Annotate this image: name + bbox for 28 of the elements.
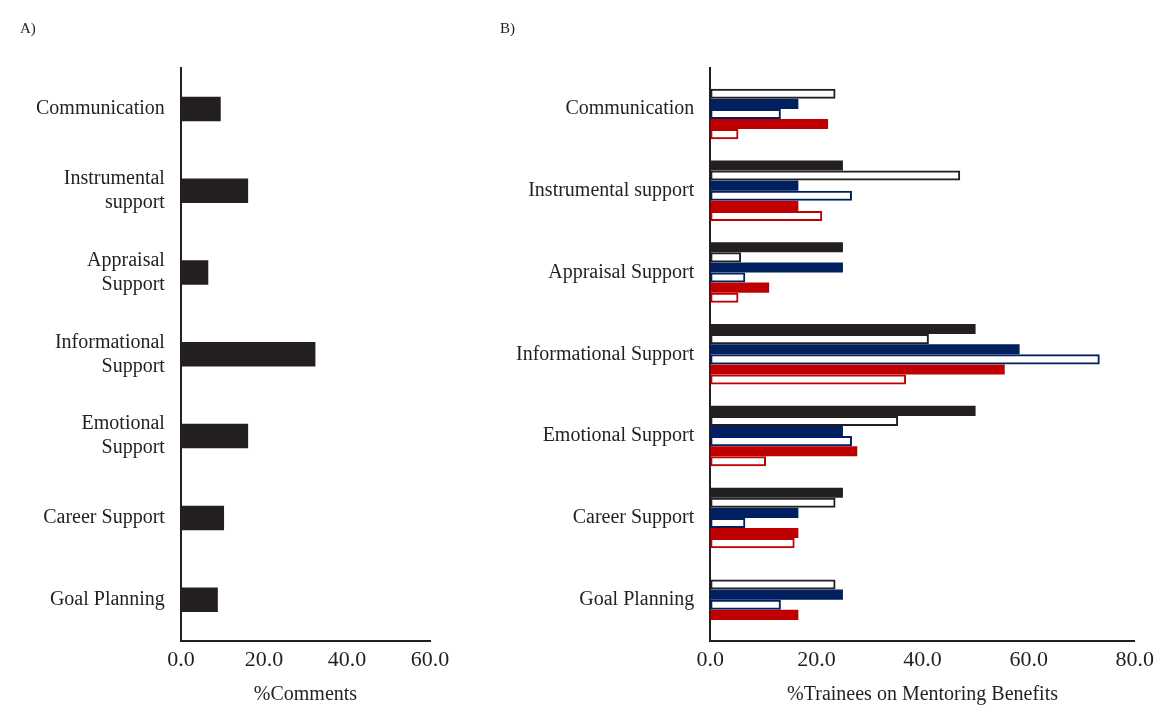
- y-tick-label: Goal Planning: [579, 586, 695, 610]
- y-tick-label: Goal Planning: [49, 586, 165, 610]
- y-tick-label: Career Support: [572, 505, 695, 529]
- x-tick-label: 80.0: [1115, 645, 1154, 671]
- y-tick-label: Emotional Support: [542, 423, 695, 447]
- x-tick-label: 40.0: [903, 645, 942, 671]
- y-tick-label: Appraisal Support: [87, 247, 166, 295]
- text: B): [500, 19, 515, 37]
- x-tick-label: 20.0: [797, 645, 836, 671]
- x-tick-label: 0.0: [696, 645, 725, 671]
- y-tick-label: Communication: [35, 96, 165, 119]
- y-tick-label: Informational Support: [54, 329, 166, 377]
- x-axis-title: %Comments: [253, 682, 358, 705]
- x-tick-label: 60.0: [410, 645, 450, 671]
- x-tick-label: 0.0: [167, 645, 195, 671]
- bar: [710, 609, 799, 620]
- y-tick-label: Communication: [565, 96, 695, 119]
- y-tick-label: Instrumental support: [63, 165, 166, 213]
- text: A): [20, 19, 36, 37]
- x-tick-label: 60.0: [1009, 645, 1048, 671]
- x-axis-title: %Trainees on Mentoring Benefits: [787, 682, 1059, 706]
- y-tick-label: Career Support: [43, 505, 166, 529]
- x-tick-label: 20.0: [244, 645, 284, 671]
- y-tick-label: Appraisal Support: [548, 259, 695, 283]
- y-tick-label: Emotional Support: [81, 411, 166, 459]
- y-tick-label: Instrumental support: [528, 177, 695, 201]
- x-tick-label: 40.0: [327, 645, 367, 671]
- y-tick-label: Informational Support: [515, 341, 695, 365]
